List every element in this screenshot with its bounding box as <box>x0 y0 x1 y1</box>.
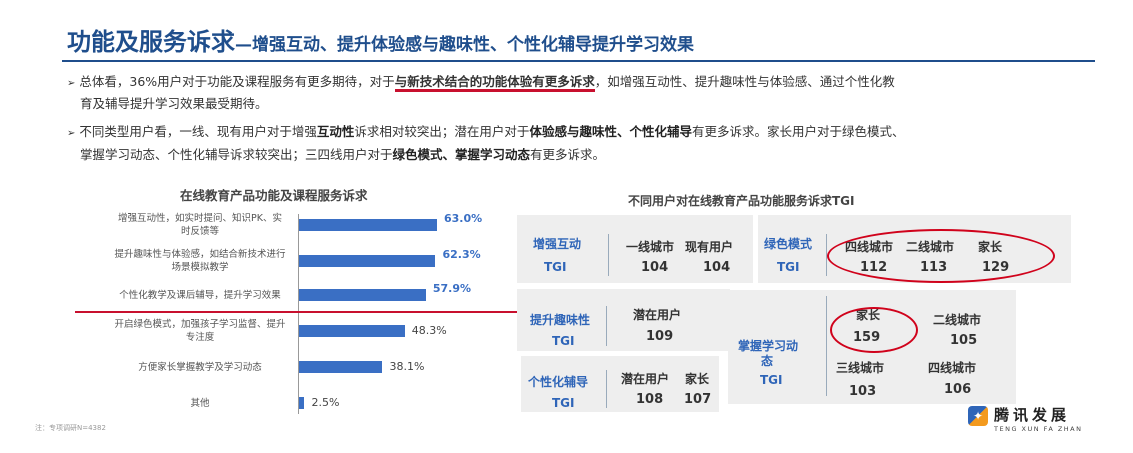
tgi-p2-divider <box>826 234 827 276</box>
title-main: 功能及服务诉求 <box>67 28 235 56</box>
bar <box>299 219 437 231</box>
bar-value-label: 2.5% <box>311 396 340 409</box>
tgi-p1-col1: 一线城市 <box>626 240 675 254</box>
chart-axis <box>298 214 299 414</box>
tgi-p3-col1: 潜在用户 <box>633 308 682 322</box>
tgi-p4-highlight-ellipse <box>830 307 918 353</box>
category-label: 提升趣味性与体验感，如结合新技术进行 场景模拟教学 <box>105 248 295 274</box>
title-sub: —增强互动、提升体验感与趣味性、个性化辅导提升学习效果 <box>235 35 694 55</box>
category-label-line: 提升趣味性与体验感，如结合新技术进行 <box>114 249 286 260</box>
category-label-line: 专注度 <box>185 332 215 343</box>
tgi-p3-divider <box>606 306 607 346</box>
page-title: 功能及服务诉求—增强互动、提升体验感与趣味性、个性化辅导提升学习效果 <box>67 22 694 57</box>
chart-title: 在线教育产品功能及课程服务诉求 <box>180 188 368 203</box>
bullet-1-highlight: 与新技术结合的功能体验有更多诉求 <box>394 74 595 92</box>
tgi-p5-divider <box>606 370 607 408</box>
logo-cn: 腾讯发展 <box>994 406 1071 424</box>
category-label-line: 开启绿色模式，加强孩子学习监督、提升 <box>114 319 286 330</box>
bar <box>299 325 405 337</box>
logo-icon: ✦ <box>968 406 988 426</box>
bar-value-label: 62.3% <box>442 248 481 261</box>
bullet-1-text-a: 总体看，36%用户对于功能及课程服务有更多期待，对于 <box>79 74 395 89</box>
bullet-2-text-a: 不同类型用户看，一线、现有用户对于增强 <box>79 124 317 139</box>
tgi-p5-val2: 107 <box>684 392 712 407</box>
bar-value-label: 38.1% <box>389 360 425 373</box>
tgi-p1-val2: 104 <box>703 260 731 275</box>
tgi-p4-col3: 三线城市 <box>836 361 885 375</box>
bar <box>299 289 426 301</box>
bullet-arrow-icon: ➢ <box>67 128 76 139</box>
category-label-line: 其他 <box>190 397 210 409</box>
bullet-1: ➢ 总体看，36%用户对于功能及课程服务有更多期待，对于与新技术结合的功能体验有更… <box>67 72 1067 94</box>
tgi-panel-fun <box>517 289 730 351</box>
tgi-p4-name: 掌握学习动 <box>738 339 799 353</box>
category-label-line: 场景模拟教学 <box>171 262 229 273</box>
tgi-p5-col2: 家长 <box>685 372 710 386</box>
bar <box>299 397 305 409</box>
tgi-p1-divider <box>608 234 609 276</box>
bullet-2-bold-c: 绿色模式、掌握学习动态 <box>392 147 531 162</box>
tgi-p5-label: TGI <box>552 396 575 410</box>
bullet-2-bold-a: 互动性 <box>316 124 355 139</box>
bullet-2-bold-b: 体验感与趣味性、个性化辅导 <box>529 124 692 139</box>
bullet-2-text-d: 掌握学习动态、个性化辅导诉求较突出；三四线用户对于 <box>80 147 393 162</box>
tgi-p1-label: TGI <box>544 260 567 274</box>
category-label: 其他 <box>105 397 295 410</box>
category-label: 方便家长掌握教学及学习动态 <box>105 361 295 374</box>
tgi-p3-label: TGI <box>552 334 575 348</box>
tgi-p2-highlight-ellipse <box>827 229 1055 283</box>
bullet-1-text-c: 育及辅导提升学习效果最受期待。 <box>80 96 268 111</box>
tgi-p4-val2: 105 <box>950 333 978 348</box>
bullet-arrow-icon: ➢ <box>67 78 76 89</box>
bar <box>299 255 436 267</box>
bar-value-label: 63.0% <box>444 212 483 225</box>
tgi-p4-val3: 103 <box>849 384 877 399</box>
bullet-2-text-e: 有更多诉求。 <box>530 147 606 162</box>
tgi-p5-name: 个性化辅导 <box>528 375 589 389</box>
tgi-p4-name2: 态 <box>761 354 774 368</box>
tgi-p3-name: 提升趣味性 <box>530 313 591 327</box>
tgi-p2-name: 绿色模式 <box>764 237 813 251</box>
category-label-line: 个性化教学及课后辅导，提升学习效果 <box>119 289 281 301</box>
tgi-p4-label: TGI <box>760 373 783 387</box>
tgi-p4-col4: 四线城市 <box>928 361 977 375</box>
category-label: 开启绿色模式，加强孩子学习监督、提升 专注度 <box>105 318 295 344</box>
bar <box>299 361 383 373</box>
title-divider <box>62 60 1095 62</box>
category-label-line: 方便家长掌握教学及学习动态 <box>138 361 262 373</box>
bullet-2-text-c: 有更多诉求。家长用户对于绿色模式、 <box>691 124 905 139</box>
tgi-p4-col2: 二线城市 <box>933 313 982 327</box>
tgi-panel-interaction <box>517 215 753 283</box>
tgi-p4-divider <box>826 296 827 396</box>
tgi-p4-val4: 106 <box>944 382 972 397</box>
bullet-2-line2: 掌握学习动态、个性化辅导诉求较突出；三四线用户对于绿色模式、掌握学习动态有更多诉… <box>80 145 605 165</box>
bullet-2: ➢ 不同类型用户看，一线、现有用户对于增强互动性诉求相对较突出；潜在用户对于体验感… <box>67 122 1087 144</box>
bar-value-label: 48.3% <box>411 324 447 337</box>
tgi-title: 不同用户对在线教育产品功能服务诉求TGI <box>628 194 855 208</box>
tgi-p3-val1: 109 <box>646 329 674 344</box>
category-label-line: 时反馈等 <box>180 226 219 237</box>
highlight-line <box>75 311 532 313</box>
tgi-p1-val1: 104 <box>641 260 669 275</box>
logo-en: TENG XUN FA ZHAN <box>994 425 1083 433</box>
bullet-1-line2: 育及辅导提升学习效果最受期待。 <box>80 94 268 114</box>
bullet-1-text-b: ，如增强互动性、提升趣味性与体验感、通过个性化教 <box>594 74 895 89</box>
category-label-line: 增强互动性，如实时提问、知识PK、实 <box>118 213 282 224</box>
category-label: 个性化教学及课后辅导，提升学习效果 <box>105 289 295 302</box>
category-label: 增强互动性，如实时提问、知识PK、实 时反馈等 <box>105 212 295 238</box>
tgi-p5-val1: 108 <box>636 392 664 407</box>
tgi-p1-name: 增强互动 <box>533 237 582 251</box>
bar-value-label: 57.9% <box>432 282 471 295</box>
tgi-p2-label: TGI <box>777 260 800 274</box>
footnote: 注：专项调研N=4382 <box>35 424 106 432</box>
tgi-p5-col1: 潜在用户 <box>621 372 670 386</box>
tgi-panel-tutoring <box>521 356 719 412</box>
tgi-p1-col2: 现有用户 <box>685 240 734 254</box>
bullet-2-text-b: 诉求相对较突出；潜在用户对于 <box>354 124 530 139</box>
